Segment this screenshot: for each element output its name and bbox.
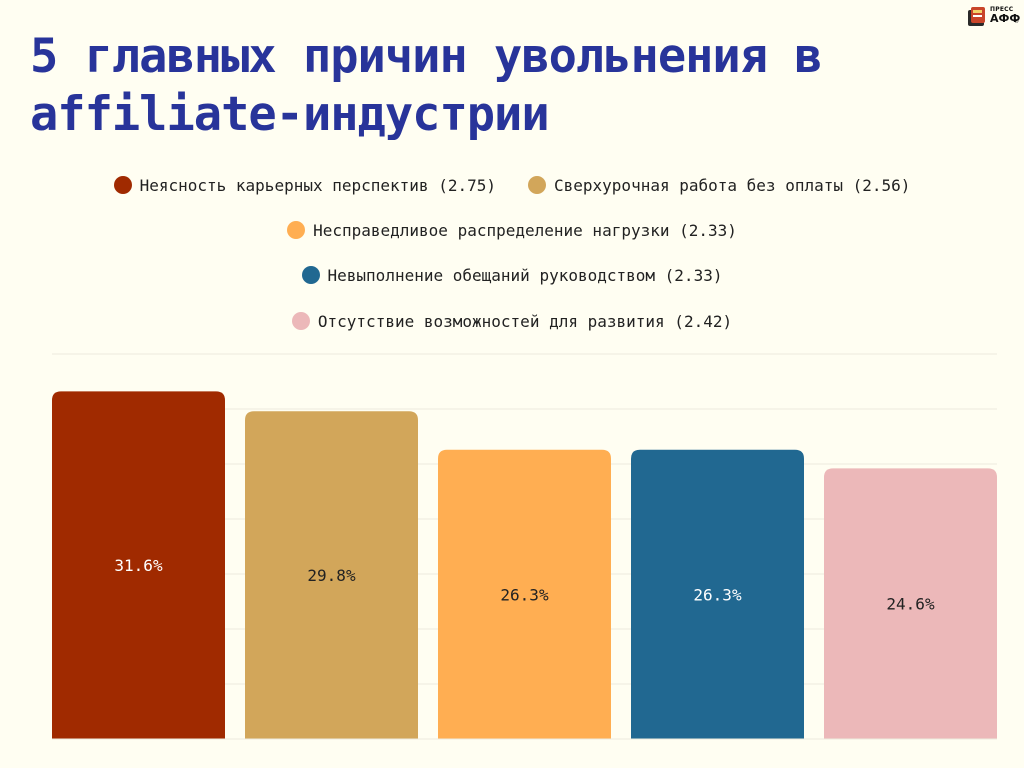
legend-row: Неясность карьерных перспектив (2.75) Св…: [0, 170, 1024, 200]
legend-marker: [301, 266, 320, 284]
bar: [631, 449, 804, 739]
legend-label: Сверхурочная работа без оплаты (2.56): [554, 175, 911, 195]
legend-label: Отсутствие возможностей для развития (2.…: [317, 311, 733, 331]
legend-marker: [291, 312, 310, 330]
legend-row: Невыполнение обещаний руководством (2.33…: [0, 260, 1024, 290]
legend-item: Сверхурочная работа без оплаты (2.56): [528, 176, 910, 195]
bar-value-label: 24.6%: [886, 595, 935, 614]
bar: [824, 468, 997, 739]
brand-main: АФФ: [990, 12, 1021, 25]
brand-logo-icon: [968, 7, 985, 26]
brand-mark: ®: [1014, 19, 1019, 25]
bar: [438, 449, 611, 739]
bar-value-label: 29.8%: [307, 566, 356, 585]
legend-marker: [528, 176, 546, 194]
legend-marker: [287, 221, 306, 239]
bar: [52, 391, 225, 739]
brand-logo: ПРЕСС АФФ ®: [966, 5, 1020, 29]
legend-row: Несправедливое распределение нагрузки (2…: [0, 215, 1024, 245]
legend-label: Неясность карьерных перспектив (2.75): [139, 175, 496, 195]
bar-value-label: 26.3%: [500, 585, 549, 604]
legend-item: Отсутствие возможностей для развития (2.…: [291, 311, 733, 331]
legend-row: Отсутствие возможностей для развития (2.…: [0, 306, 1024, 336]
bar-value-label: 26.3%: [693, 585, 742, 604]
legend-item: Невыполнение обещаний руководством (2.33…: [301, 265, 723, 285]
page-title: 5 главных причин увольнения в affiliate-…: [30, 29, 823, 142]
bar: [245, 411, 418, 739]
legend-marker: [113, 176, 132, 194]
brand-top: ПРЕСС: [990, 6, 1014, 13]
brand-wordmark: ПРЕСС АФФ: [990, 6, 1021, 25]
legend-label: Несправедливое распределение нагрузки (2…: [313, 220, 737, 240]
legend-item: Несправедливое распределение нагрузки (2…: [287, 221, 737, 240]
legend-label: Невыполнение обещаний руководством (2.33…: [327, 265, 723, 285]
bar-value-label: 31.6%: [114, 556, 163, 575]
legend-item: Неясность карьерных перспектив (2.75): [113, 175, 496, 195]
